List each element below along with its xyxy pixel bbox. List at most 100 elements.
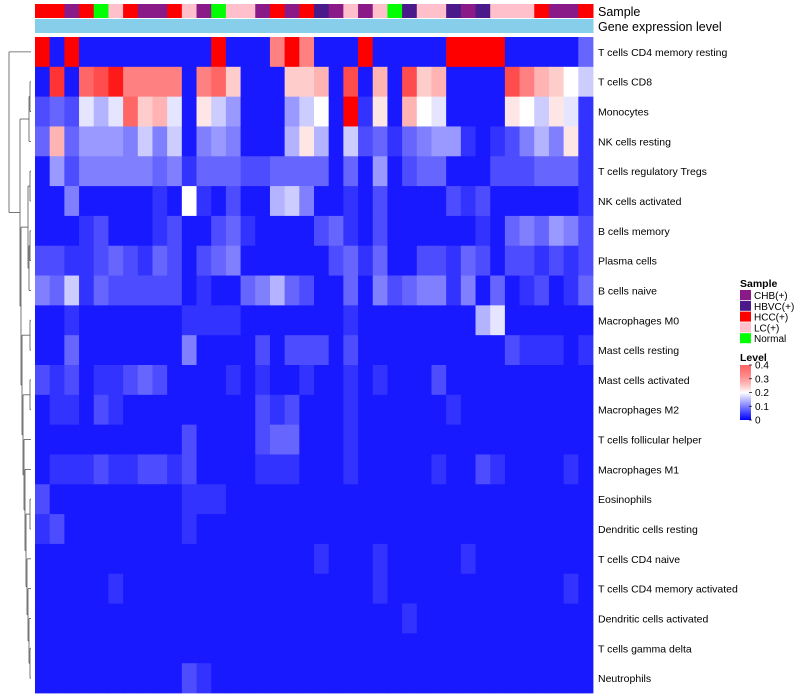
heatmap-cell bbox=[372, 156, 388, 187]
heatmap-cell bbox=[137, 484, 153, 515]
sample-cell bbox=[490, 4, 506, 18]
heatmap-cell bbox=[534, 126, 550, 157]
heatmap-cell bbox=[123, 156, 139, 187]
heatmap-cell bbox=[93, 37, 109, 68]
heatmap-cell bbox=[181, 305, 197, 336]
heatmap-cell bbox=[152, 66, 168, 98]
heatmap-cell bbox=[167, 543, 183, 575]
heatmap-cell bbox=[108, 365, 124, 396]
heatmap-cell bbox=[534, 365, 550, 396]
heatmap-cell bbox=[328, 186, 344, 217]
heatmap-cell bbox=[387, 633, 403, 664]
heatmap-cell bbox=[196, 603, 212, 634]
heatmap-cell bbox=[314, 424, 330, 455]
heatmap-cell bbox=[152, 275, 168, 306]
heatmap-cell bbox=[563, 424, 579, 455]
heatmap-cell bbox=[475, 37, 491, 68]
heatmap-cell bbox=[269, 335, 286, 366]
heatmap-cell bbox=[123, 126, 139, 157]
sample-cell bbox=[446, 4, 462, 18]
heatmap-cell bbox=[167, 156, 183, 187]
heatmap-cell bbox=[314, 37, 330, 68]
heatmap-cell bbox=[328, 365, 344, 396]
heatmap-cell bbox=[372, 275, 388, 306]
heatmap-cell bbox=[402, 663, 418, 694]
heatmap-cell bbox=[93, 663, 109, 694]
heatmap-cell bbox=[328, 156, 344, 187]
heatmap-cell bbox=[431, 245, 447, 276]
heatmap-cell bbox=[314, 126, 330, 157]
heatmap-cell bbox=[211, 275, 227, 306]
heatmap-cell bbox=[181, 484, 197, 515]
heatmap-cell bbox=[431, 37, 447, 68]
heatmap-cell bbox=[431, 215, 447, 247]
gene-expression-cell bbox=[475, 19, 491, 33]
gene-expression-cell bbox=[431, 19, 447, 33]
heatmap-cell bbox=[534, 96, 550, 127]
heatmap-cell bbox=[79, 514, 95, 545]
heatmap-cell bbox=[314, 66, 330, 98]
heatmap-cell bbox=[416, 484, 432, 515]
heatmap-cell bbox=[167, 454, 183, 485]
row-label: Mast cells activated bbox=[598, 375, 690, 387]
heatmap-cell bbox=[548, 514, 565, 545]
heatmap-cell bbox=[402, 365, 418, 396]
heatmap-cell bbox=[416, 424, 432, 455]
heatmap-cell bbox=[328, 394, 344, 426]
heatmap-cell bbox=[284, 245, 300, 276]
heatmap-cell bbox=[519, 365, 535, 396]
heatmap-cell bbox=[490, 335, 506, 366]
heatmap-cell bbox=[79, 454, 95, 485]
heatmap-cell bbox=[181, 394, 197, 426]
heatmap-cell bbox=[35, 245, 51, 276]
heatmap-cell bbox=[284, 66, 300, 98]
gene-expression-cell bbox=[372, 19, 388, 33]
sample-legend-label: HBVC(+) bbox=[754, 302, 794, 313]
heatmap-cell bbox=[431, 394, 447, 426]
heatmap-cell bbox=[196, 37, 212, 68]
heatmap-cell bbox=[152, 394, 168, 426]
heatmap-cell bbox=[284, 126, 300, 157]
heatmap-cell bbox=[181, 126, 197, 157]
heatmap-cell bbox=[343, 186, 359, 217]
heatmap-cell bbox=[372, 633, 388, 664]
heatmap-cell bbox=[578, 96, 594, 127]
heatmap-cell bbox=[504, 66, 520, 98]
heatmap-cell bbox=[284, 96, 300, 127]
heatmap-cell bbox=[328, 96, 344, 127]
heatmap-cell bbox=[269, 514, 286, 545]
row-label: T cells regulatory Tregs bbox=[598, 166, 707, 178]
heatmap-cell bbox=[475, 603, 491, 634]
heatmap-cell bbox=[137, 37, 153, 68]
gene-expression-cell bbox=[181, 19, 198, 33]
gene-expression-cell bbox=[563, 19, 579, 33]
heatmap-cell bbox=[240, 37, 256, 68]
heatmap-cell bbox=[387, 305, 403, 336]
heatmap-cell bbox=[108, 275, 124, 306]
heatmap-cell bbox=[225, 454, 241, 485]
heatmap-cell bbox=[402, 37, 418, 68]
heatmap-cell bbox=[269, 275, 286, 306]
heatmap-cell bbox=[416, 365, 432, 396]
heatmap-cell bbox=[64, 454, 80, 485]
heatmap-cell bbox=[416, 305, 432, 336]
heatmap-cell bbox=[79, 96, 95, 127]
heatmap-cell bbox=[416, 156, 432, 187]
heatmap-cell bbox=[563, 484, 579, 515]
heatmap-cell bbox=[328, 275, 344, 306]
heatmap-cell bbox=[35, 424, 51, 455]
heatmap-cell bbox=[358, 96, 374, 127]
heatmap-cell bbox=[387, 245, 403, 276]
heatmap-cell bbox=[269, 394, 286, 426]
heatmap-cell bbox=[35, 484, 51, 515]
heatmap-cell bbox=[181, 156, 197, 187]
heatmap-cell bbox=[49, 215, 65, 247]
heatmap-cell bbox=[387, 186, 403, 217]
heatmap-cell bbox=[225, 156, 241, 187]
heatmap-cell bbox=[152, 454, 168, 485]
heatmap-cell bbox=[35, 186, 51, 217]
sample-cell bbox=[475, 4, 491, 18]
heatmap-cell bbox=[504, 454, 520, 485]
heatmap-cell bbox=[519, 603, 535, 634]
heatmap-cell bbox=[211, 96, 227, 127]
